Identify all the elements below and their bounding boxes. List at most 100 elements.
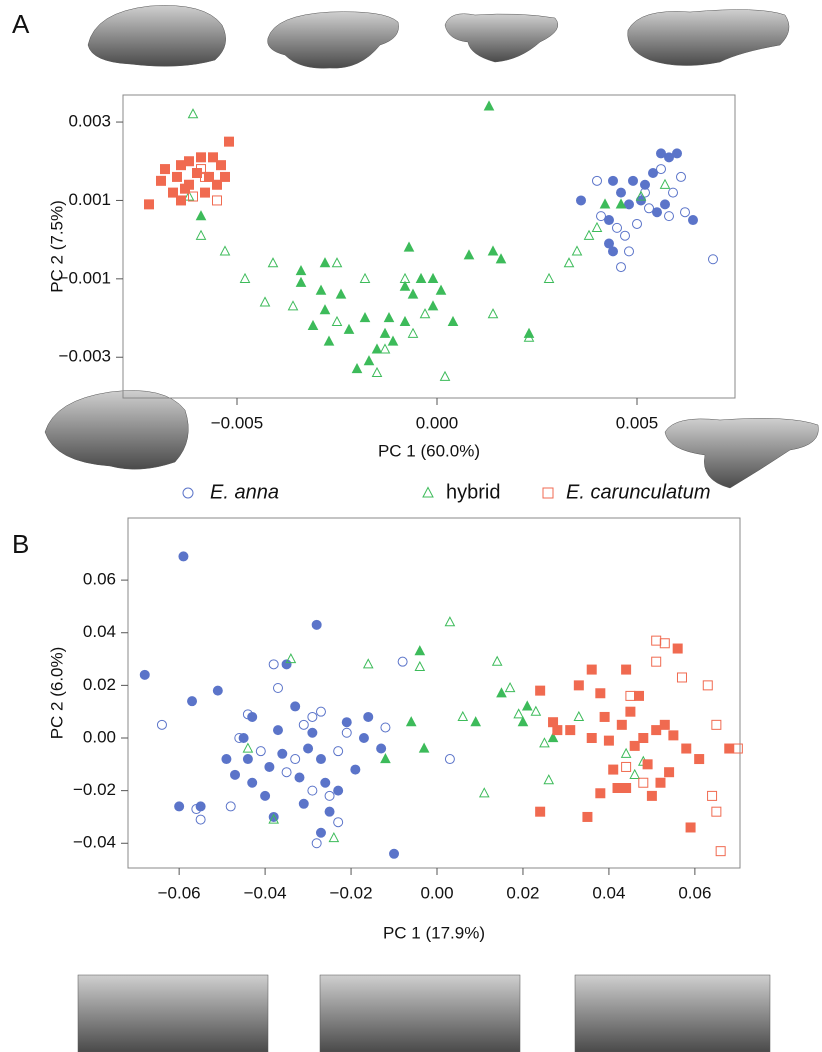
point (592, 175, 602, 186)
point (620, 230, 630, 241)
point (707, 790, 718, 801)
point (457, 710, 469, 722)
panel-label: B (12, 529, 29, 559)
point (371, 343, 383, 354)
point (629, 740, 640, 751)
point (439, 370, 451, 381)
point (625, 706, 636, 717)
point (260, 790, 271, 801)
point (543, 272, 555, 283)
point (234, 733, 245, 743)
point (285, 653, 297, 664)
point (239, 272, 251, 283)
plot-frame (122, 94, 736, 399)
point (552, 725, 563, 736)
point (168, 187, 178, 198)
point (711, 806, 722, 817)
point (595, 788, 606, 799)
render (627, 9, 790, 66)
point (195, 814, 206, 825)
point (178, 551, 189, 562)
point (399, 272, 411, 283)
x-tick-label: −0.06 (158, 883, 201, 902)
point (264, 761, 275, 772)
point (664, 152, 674, 163)
point (672, 148, 682, 159)
point (427, 272, 439, 283)
point (535, 685, 546, 696)
point (333, 746, 344, 757)
point (230, 769, 241, 780)
point (242, 742, 254, 753)
y-tick-label: 0.001 (68, 190, 111, 209)
point (281, 659, 292, 670)
point (463, 249, 475, 260)
point (307, 319, 319, 330)
point (407, 288, 419, 299)
point (376, 743, 387, 754)
point (277, 748, 288, 759)
point (399, 315, 411, 327)
point (359, 312, 371, 323)
point (517, 716, 529, 727)
point (216, 160, 226, 171)
point (676, 672, 687, 683)
x-tick-label: −0.005 (211, 413, 263, 432)
render (664, 418, 819, 489)
point (242, 709, 253, 720)
point (591, 221, 603, 232)
point (287, 300, 299, 311)
point (487, 245, 499, 256)
y-tick-label: 0.04 (83, 622, 116, 641)
point (664, 211, 674, 222)
point (586, 733, 597, 743)
point (563, 257, 575, 268)
point (530, 705, 542, 716)
y-tick-label: 0.06 (83, 570, 116, 589)
point (660, 199, 670, 210)
point (403, 241, 415, 252)
point (491, 655, 503, 666)
point (495, 253, 507, 264)
point (255, 746, 266, 757)
point (188, 191, 198, 202)
point (379, 327, 391, 338)
point (724, 743, 735, 754)
point (615, 198, 627, 209)
render (574, 974, 771, 1052)
point (616, 262, 626, 273)
y-tick-label: 0.003 (68, 112, 111, 131)
point (418, 742, 430, 753)
point (470, 716, 482, 727)
y-tick-label: −0.003 (59, 347, 111, 366)
y-tick-label: 0.02 (83, 675, 116, 694)
point (620, 747, 632, 758)
point (298, 798, 309, 809)
point (694, 754, 705, 765)
point (407, 327, 419, 338)
point (604, 215, 614, 226)
point (444, 754, 455, 765)
point (702, 680, 713, 691)
point (333, 785, 344, 796)
point (656, 164, 666, 175)
point (573, 710, 585, 722)
point (668, 730, 679, 741)
point (139, 669, 150, 680)
point (625, 690, 636, 701)
point (307, 727, 318, 738)
point (212, 179, 222, 190)
point (632, 218, 642, 229)
point (659, 178, 671, 189)
point (414, 660, 426, 672)
point (644, 203, 654, 214)
point (200, 171, 210, 182)
y-axis-label: PC 2 (7.5%) (47, 200, 66, 293)
point (535, 806, 546, 817)
point (307, 785, 318, 796)
point (363, 711, 374, 722)
point (651, 725, 662, 736)
point (319, 304, 331, 315)
point (333, 817, 344, 828)
point (380, 722, 391, 733)
